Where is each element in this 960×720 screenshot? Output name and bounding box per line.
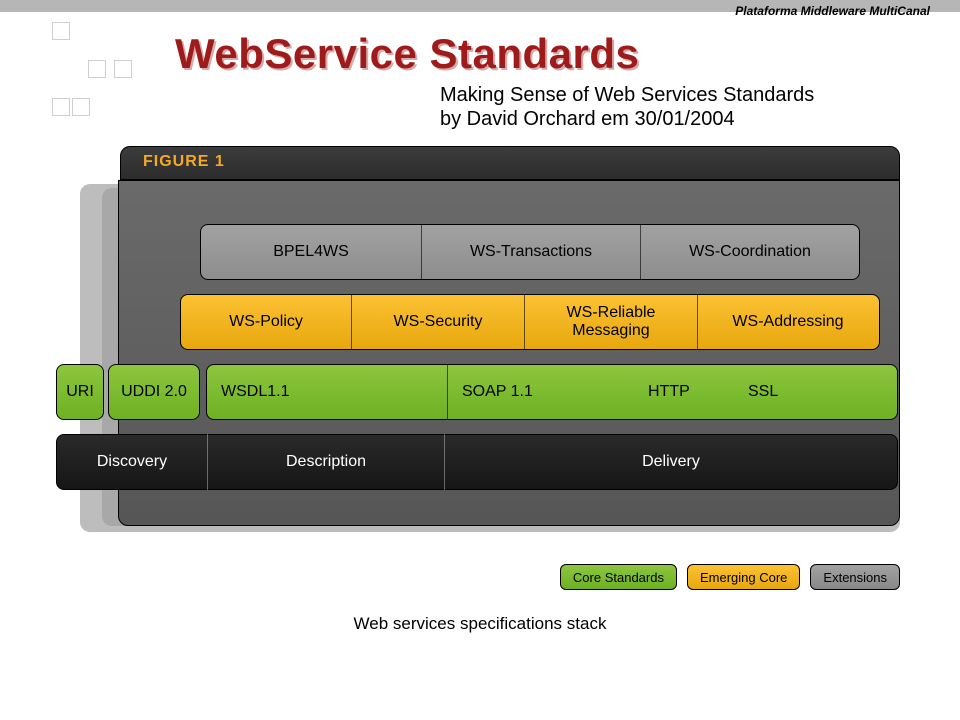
cell-discovery: Discovery xyxy=(57,435,207,489)
deco-square xyxy=(52,22,70,40)
deco-square xyxy=(52,98,70,116)
cell-ssl: SSL xyxy=(748,365,848,419)
cell-ws-coordination: WS-Coordination xyxy=(641,225,859,279)
figure-label: FIGURE 1 xyxy=(143,153,225,171)
cell-http: HTTP xyxy=(648,365,748,419)
legend-emerging: Emerging Core xyxy=(687,564,800,590)
platform-label: Plataforma Middleware MultiCanal xyxy=(735,4,930,18)
cell-ws-reliable-messaging: WS-ReliableMessaging xyxy=(525,295,697,349)
legend-core: Core Standards xyxy=(560,564,677,590)
cell-description: Description xyxy=(208,435,444,489)
legend-extensions: Extensions xyxy=(810,564,900,590)
cell-ws-addressing: WS-Addressing xyxy=(698,295,878,349)
cell-ws-policy: WS-Policy xyxy=(181,295,351,349)
cell-soap: SOAP 1.1 xyxy=(448,365,648,419)
cell-ws-transactions: WS-Transactions xyxy=(422,225,640,279)
cell-bpel4ws: BPEL4WS xyxy=(201,225,421,279)
figure-header-bar: FIGURE 1 xyxy=(120,146,900,180)
figure-caption: Web services specifications stack xyxy=(60,614,900,634)
cell-uri: URI xyxy=(56,364,104,420)
row-core: WSDL1.1 SOAP 1.1 HTTP SSL xyxy=(206,364,898,420)
row-categories: Discovery Description Delivery xyxy=(56,434,898,490)
subtitle-line2: by David Orchard em 30/01/2004 xyxy=(440,108,735,131)
page-title: WebService Standards xyxy=(175,30,639,78)
subtitle-line1: Making Sense of Web Services Standards xyxy=(440,84,814,107)
cell-wsdl: WSDL1.1 xyxy=(207,365,447,419)
legend: Core Standards Emerging Core Extensions xyxy=(560,564,900,590)
cell-delivery: Delivery xyxy=(445,435,897,489)
deco-square xyxy=(114,60,132,78)
deco-square xyxy=(88,60,106,78)
cell-uddi: UDDI 2.0 xyxy=(108,364,200,420)
row-emerging: WS-Policy WS-Security WS-ReliableMessagi… xyxy=(180,294,880,350)
uri-label: URI xyxy=(66,383,94,401)
cell-ws-security: WS-Security xyxy=(352,295,524,349)
figure-container: FIGURE 1 BPEL4WS WS-Transactions WS-Coor… xyxy=(60,146,900,646)
deco-square xyxy=(72,98,90,116)
uddi-label: UDDI 2.0 xyxy=(121,383,187,401)
row-extensions: BPEL4WS WS-Transactions WS-Coordination xyxy=(200,224,860,280)
